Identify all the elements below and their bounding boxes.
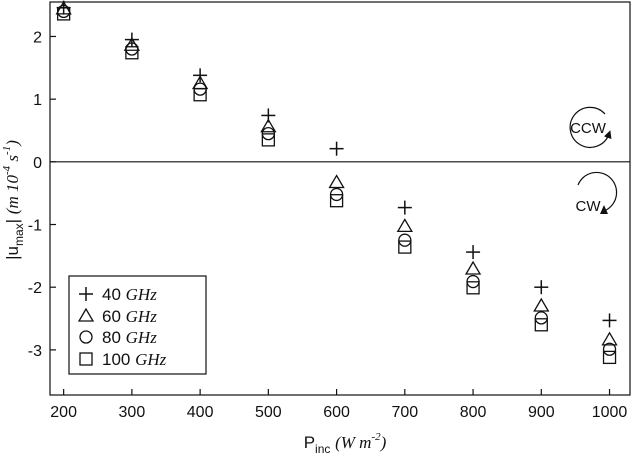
data-point-40 xyxy=(602,313,617,328)
y-tick-label: -2 xyxy=(28,280,42,297)
data-point-60 xyxy=(396,218,413,233)
x-tick-label: 600 xyxy=(323,404,350,421)
legend: 40 GHz 60 GHz 80 GHz 100 GHz xyxy=(68,275,207,375)
series-100 xyxy=(56,7,617,365)
cw-annotation: CW xyxy=(576,171,618,215)
legend-marker-square xyxy=(79,352,93,366)
ccw-label: CCW xyxy=(570,120,607,137)
cw-arrow-icon xyxy=(577,171,618,212)
y-tick-label: -3 xyxy=(28,343,42,360)
data-point-100 xyxy=(261,133,276,147)
cw-label: CW xyxy=(576,198,602,215)
ccw-annotation: CCW xyxy=(569,106,612,148)
x-tick-label: 900 xyxy=(528,404,555,421)
x-tick-label: 400 xyxy=(187,404,214,421)
data-point-100 xyxy=(193,88,207,102)
x-tick-label: 500 xyxy=(255,404,282,421)
y-tick-label: 2 xyxy=(33,29,42,46)
x-tick-label: 200 xyxy=(50,404,77,421)
plot-frame xyxy=(49,1,631,396)
x-axis-ticks: 200 300 400 500 600 700 800 900 1000 xyxy=(50,389,627,421)
y-tick-label: 0 xyxy=(33,155,42,172)
x-tick-label: 1000 xyxy=(592,404,628,421)
ccw-arrow-icon xyxy=(569,106,612,148)
data-point-40 xyxy=(124,32,139,47)
legend-marker-circle xyxy=(79,330,93,344)
data-point-60 xyxy=(464,260,482,275)
legend-entry-80ghz: 80 GHz xyxy=(102,328,157,347)
data-point-60 xyxy=(328,174,345,189)
x-tick-label: 700 xyxy=(391,404,418,421)
legend-entry-40ghz: 40 GHz xyxy=(102,285,157,304)
data-point-100 xyxy=(466,281,480,295)
legend-markers xyxy=(77,287,95,366)
data-point-60 xyxy=(533,297,550,312)
data-point-80 xyxy=(398,233,412,247)
data-point-100 xyxy=(534,318,548,332)
data-point-60 xyxy=(601,331,618,346)
data-point-80 xyxy=(602,342,617,356)
legend-entry-100ghz: 100 GHz xyxy=(102,350,167,369)
data-point-60 xyxy=(260,118,277,133)
y-tick-label: -1 xyxy=(28,218,42,235)
x-axis-title: Pinc (W m-2) xyxy=(304,431,387,456)
y-axis-title: |umax| (m 10-4 s-1) xyxy=(1,140,26,260)
data-point-100 xyxy=(56,7,71,21)
y-axis-ticks: 2 1 0 -1 -2 -3 xyxy=(28,29,56,360)
data-point-40 xyxy=(534,280,549,295)
legend-marker-plus xyxy=(79,287,93,301)
data-point-40 xyxy=(329,141,344,156)
data-point-100 xyxy=(329,194,344,208)
data-point-100 xyxy=(602,350,617,365)
legend-entry-60ghz: 60 GHz xyxy=(102,307,157,326)
x-tick-label: 300 xyxy=(119,404,146,421)
data-point-80 xyxy=(534,311,548,325)
cw-arrowhead-icon xyxy=(600,205,608,214)
y-tick-label: 1 xyxy=(33,92,42,109)
data-point-40 xyxy=(466,245,481,260)
series-layer xyxy=(55,0,618,365)
data-point-40 xyxy=(397,200,412,215)
data-point-100 xyxy=(398,240,412,254)
legend-marker-triangle xyxy=(77,307,95,322)
x-tick-label: 800 xyxy=(460,404,487,421)
data-point-100 xyxy=(125,46,139,60)
